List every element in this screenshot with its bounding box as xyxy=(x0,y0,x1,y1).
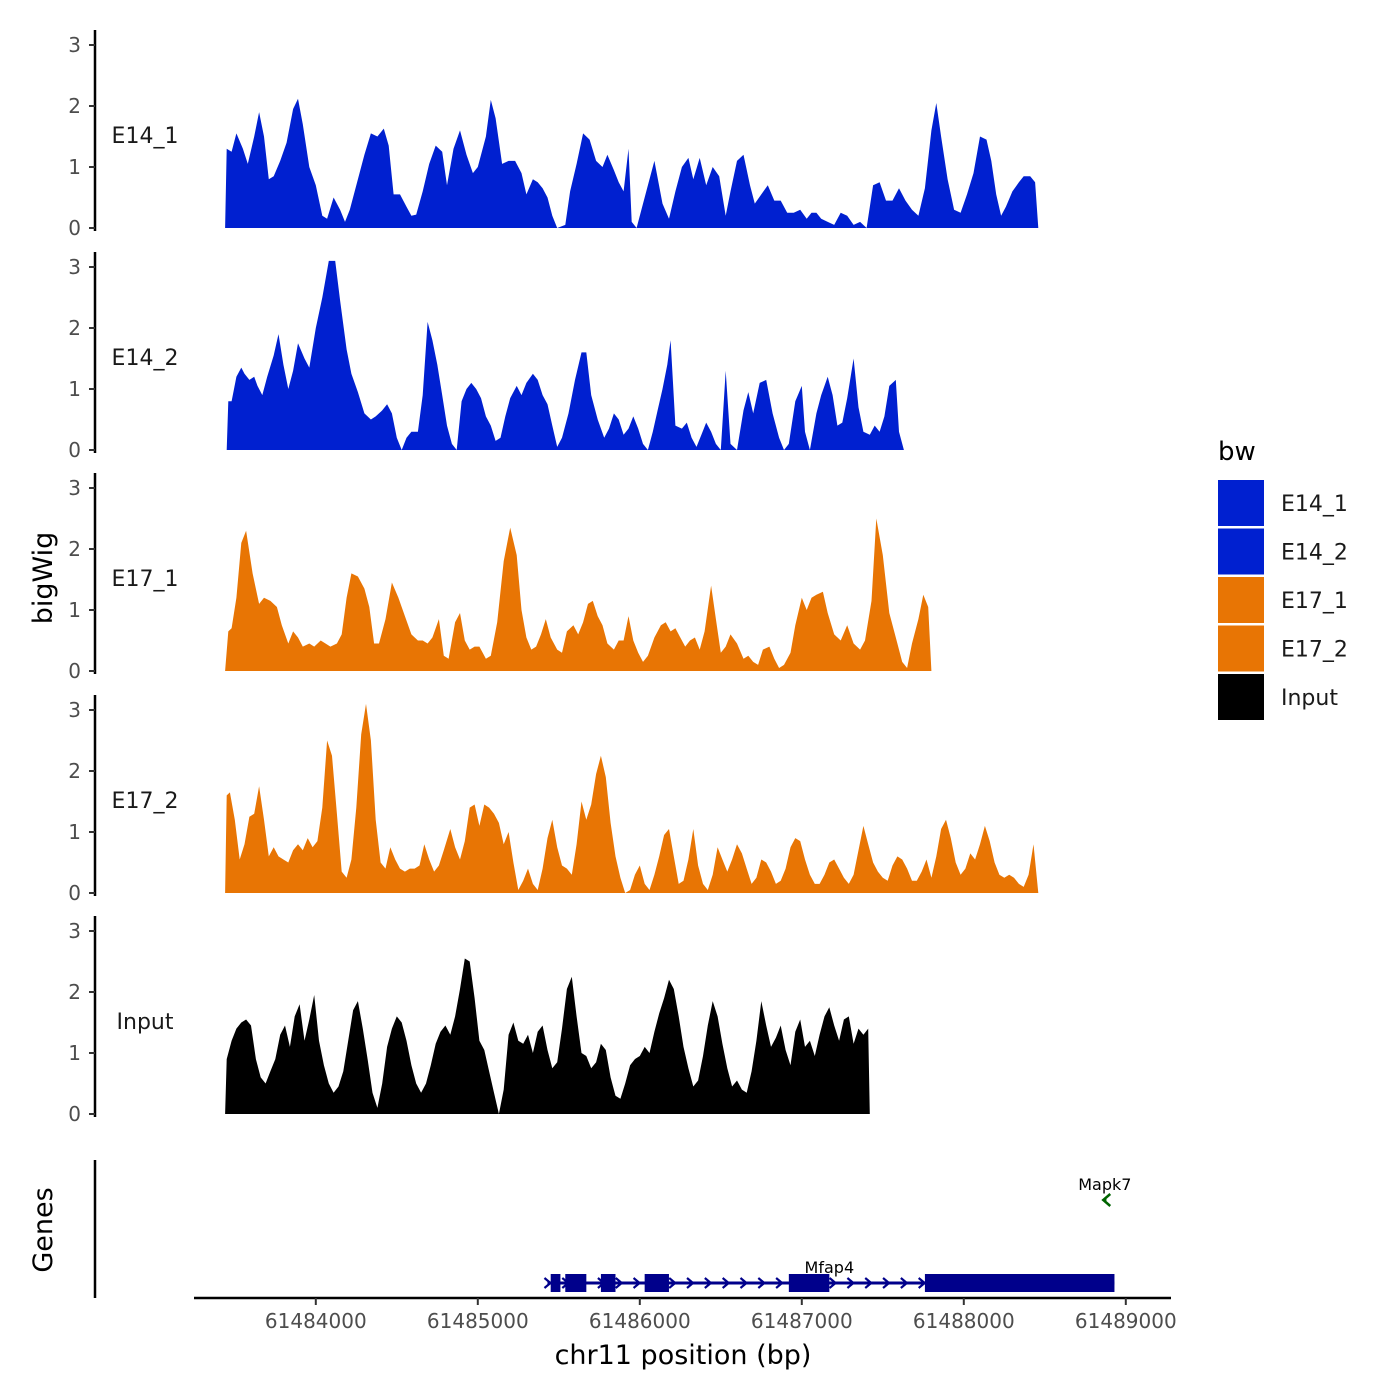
y-tick-label: 2 xyxy=(68,537,81,561)
panel-e14-1: 0 1 2 3 E14_1 xyxy=(68,30,1039,240)
legend-swatch xyxy=(1218,480,1264,526)
exon xyxy=(600,1274,616,1292)
panel-e17-1: 0 1 2 3 E17_1 xyxy=(68,473,932,683)
signal-area xyxy=(225,703,1039,893)
legend-swatch xyxy=(1218,674,1264,720)
y-tick-label: 3 xyxy=(68,255,81,279)
gene-label: Mfap4 xyxy=(805,1258,855,1277)
strand-arrow xyxy=(775,1277,784,1289)
track-label: E17_2 xyxy=(112,789,179,814)
panel-e17-2: 0 1 2 3 E17_2 xyxy=(68,695,1039,905)
legend-label: E14_2 xyxy=(1281,541,1348,566)
legend-label: E17_2 xyxy=(1281,638,1348,663)
legend-label: Input xyxy=(1281,686,1338,711)
legend-title: bw xyxy=(1218,437,1256,467)
strand-arrow xyxy=(828,1277,838,1289)
track-label: E14_2 xyxy=(112,346,179,371)
y-tick-label: 3 xyxy=(68,476,81,500)
strand-arrow xyxy=(1101,1193,1112,1207)
panel-e14-2: 0 1 2 3 E14_2 xyxy=(68,252,904,462)
strand-arrow xyxy=(668,1277,677,1289)
legend-swatch xyxy=(1218,577,1264,623)
y-tick-label: 2 xyxy=(68,759,81,783)
x-tick-label: 61488000 xyxy=(913,1309,1015,1333)
strand-arrow xyxy=(917,1277,927,1289)
y-tick-label: 0 xyxy=(68,659,81,683)
signal-area xyxy=(225,958,870,1114)
y-tick-label: 3 xyxy=(68,698,81,722)
x-tick-label: 61486000 xyxy=(589,1309,691,1333)
exon xyxy=(565,1274,587,1292)
exon xyxy=(644,1274,669,1292)
exon xyxy=(924,1274,1115,1292)
strand-arrow xyxy=(721,1277,731,1289)
y-tick-label: 1 xyxy=(68,820,81,844)
y-tick-label: 1 xyxy=(68,598,81,622)
legend-swatch xyxy=(1218,528,1264,575)
x-tick-label: 61487000 xyxy=(751,1309,853,1333)
gene-label: Mapk7 xyxy=(1078,1175,1131,1194)
x-axis-title: chr11 position (bp) xyxy=(555,1340,812,1371)
y-tick-label: 2 xyxy=(68,94,81,118)
strand-arrow xyxy=(543,1277,553,1289)
legend-label: E17_1 xyxy=(1281,589,1348,614)
strand-arrow xyxy=(882,1277,891,1289)
strand-arrow xyxy=(864,1277,873,1289)
signal-area xyxy=(226,260,904,450)
strand-arrow xyxy=(615,1277,624,1289)
signal-area xyxy=(225,518,932,671)
exon xyxy=(550,1274,561,1292)
exon xyxy=(788,1274,830,1292)
y-tick-label: 2 xyxy=(68,980,81,1004)
x-tick-label: 61484000 xyxy=(265,1309,367,1333)
x-tick-label: 61489000 xyxy=(1075,1309,1177,1333)
track-label: E14_1 xyxy=(112,124,179,149)
strand-arrow xyxy=(739,1277,749,1289)
strand-arrow xyxy=(757,1277,767,1289)
strand-arrow xyxy=(632,1277,642,1289)
gene-mfap4: Mfap4 xyxy=(543,1258,1115,1292)
strand-arrow xyxy=(846,1277,856,1289)
y-tick-label: 1 xyxy=(68,377,81,401)
y-tick-label: 0 xyxy=(68,216,81,240)
y-tick-label: 0 xyxy=(68,881,81,905)
y-tick-label: 0 xyxy=(68,438,81,462)
y-tick-label: 1 xyxy=(68,1041,81,1065)
track-label: E17_1 xyxy=(112,567,179,592)
x-tick-label: 61485000 xyxy=(427,1309,529,1333)
legend-label: E14_1 xyxy=(1281,492,1348,517)
strand-arrow xyxy=(900,1277,909,1289)
genes-panel: Mfap4 Mapk7 xyxy=(93,1160,1131,1298)
strand-arrow xyxy=(704,1277,713,1289)
legend: bw E14_1 E14_2 E17_1 E17_2 Input xyxy=(1218,437,1348,720)
x-axis: 61484000 61485000 61486000 61487000 61488000… xyxy=(194,1296,1177,1333)
signal-area xyxy=(225,98,1039,228)
legend-swatch xyxy=(1218,625,1264,672)
strand-arrow xyxy=(686,1277,695,1289)
y-tick-label: 0 xyxy=(68,1102,81,1126)
y-axis-title: bigWig xyxy=(28,532,59,625)
panel-input: 0 1 2 3 Input xyxy=(68,916,870,1126)
genes-axis-title: Genes xyxy=(28,1187,59,1272)
track-label: Input xyxy=(117,1010,174,1035)
y-tick-label: 2 xyxy=(68,316,81,340)
y-tick-label: 3 xyxy=(68,919,81,943)
signal-panels: 0 1 2 3 E14_1 0 1 2 3 E14_2 0 1 2 3 E17_1 0 1 2 3 E17_2 0 1 2 3… xyxy=(68,30,1039,1126)
gene-mapk7: Mapk7 xyxy=(1078,1175,1131,1207)
y-tick-label: 1 xyxy=(68,155,81,179)
y-tick-label: 3 xyxy=(68,33,81,57)
